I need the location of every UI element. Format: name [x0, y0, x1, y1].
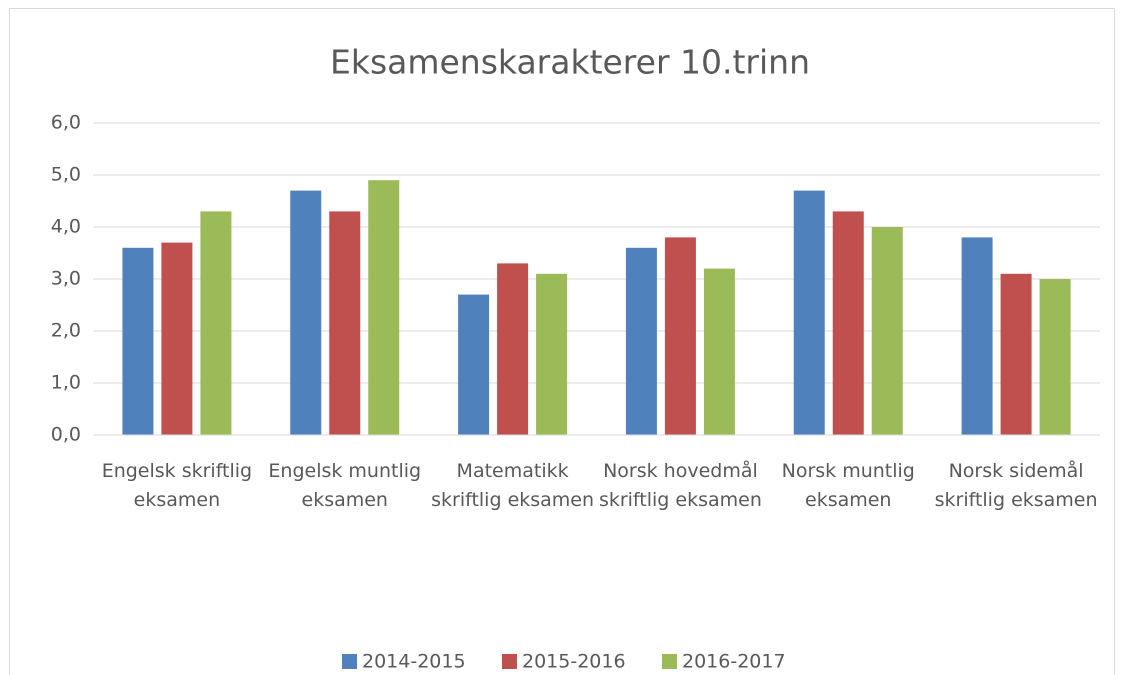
bar — [625, 247, 657, 435]
chart-title: Eksamenskarakterer 10.trinn — [330, 43, 810, 82]
bar — [961, 237, 993, 435]
legend-label: 2015-2016 — [522, 651, 626, 673]
x-tick-label: Engelsk skriftlig eksamen — [101, 460, 253, 511]
bar — [703, 268, 735, 435]
y-tick-label: 5,0 — [51, 164, 81, 186]
y-tick-label: 0,0 — [51, 424, 81, 446]
legend-swatch — [342, 654, 357, 669]
bar — [1000, 273, 1032, 435]
bar — [122, 247, 154, 435]
bar — [290, 190, 322, 435]
bar — [368, 180, 400, 435]
bar — [871, 227, 903, 435]
bar — [832, 211, 864, 435]
bar — [329, 211, 361, 435]
bar — [200, 211, 232, 435]
x-tick-label: Engelsk muntlig eksamen — [268, 460, 422, 511]
x-tick-label: Norsk muntlig eksamen — [781, 460, 915, 511]
x-tick-label: Norsk sidemål skriftlig eksamen — [934, 460, 1098, 511]
y-tick-label: 1,0 — [51, 372, 81, 394]
y-tick-label: 6,0 — [51, 112, 81, 134]
bar — [1039, 279, 1071, 435]
bar — [536, 273, 568, 435]
bar — [458, 294, 490, 435]
y-tick-label: 3,0 — [51, 268, 81, 290]
x-tick-label: Matematikk skriftlig eksamen — [431, 460, 595, 511]
y-tick-label: 2,0 — [51, 320, 81, 342]
bar — [664, 237, 696, 435]
y-tick-label: 4,0 — [51, 216, 81, 238]
legend-swatch — [662, 654, 677, 669]
legend-label: 2014-2015 — [362, 651, 466, 673]
legend-swatch — [502, 654, 517, 669]
bar — [793, 190, 825, 435]
bar — [161, 242, 193, 435]
x-tick-label: Norsk hovedmål skriftlig eksamen — [598, 460, 762, 511]
legend-label: 2016-2017 — [682, 651, 786, 673]
bar — [497, 263, 529, 435]
